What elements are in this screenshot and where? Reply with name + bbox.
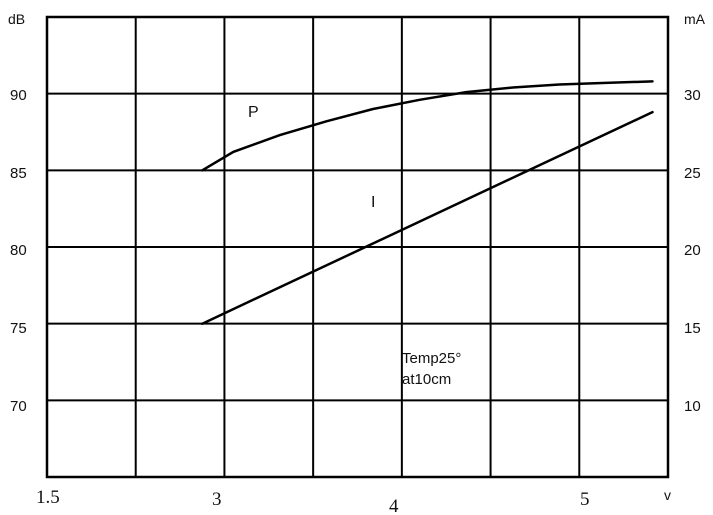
x-tick-label: 5 bbox=[580, 489, 590, 510]
y-right-tick-label: 30 bbox=[684, 87, 701, 104]
x-tick-label: 3 bbox=[212, 489, 222, 510]
left-axis-unit: dB bbox=[8, 11, 25, 27]
y-left-tick-label: 90 bbox=[10, 87, 27, 104]
series-label-p: P bbox=[248, 104, 259, 121]
series-line-i bbox=[201, 110, 654, 325]
series-line-p bbox=[201, 80, 654, 172]
right-axis-unit: mA bbox=[684, 11, 706, 27]
y-left-tick-label: 70 bbox=[10, 398, 27, 415]
y-right-tick-label: 10 bbox=[684, 398, 701, 415]
annotation-temperature: Temp25° bbox=[402, 350, 461, 367]
plot-frame bbox=[45, 15, 670, 479]
series-label-i: I bbox=[371, 194, 375, 211]
horizontal-gridlines bbox=[47, 92, 668, 402]
x-tick-label: 1.5 bbox=[36, 487, 60, 508]
y-right-tick-label: 20 bbox=[684, 242, 701, 259]
x-tick-label: 4 bbox=[389, 496, 399, 515]
y-left-tick-label: 75 bbox=[10, 320, 27, 337]
annotation-distance: at10cm bbox=[402, 371, 451, 388]
y-right-tick-label: 25 bbox=[684, 165, 701, 182]
y-right-tick-label: 15 bbox=[684, 320, 701, 337]
x-axis-unit: v bbox=[664, 487, 671, 503]
y-left-tick-label: 85 bbox=[10, 165, 27, 182]
y-left-tick-label: 80 bbox=[10, 242, 27, 259]
